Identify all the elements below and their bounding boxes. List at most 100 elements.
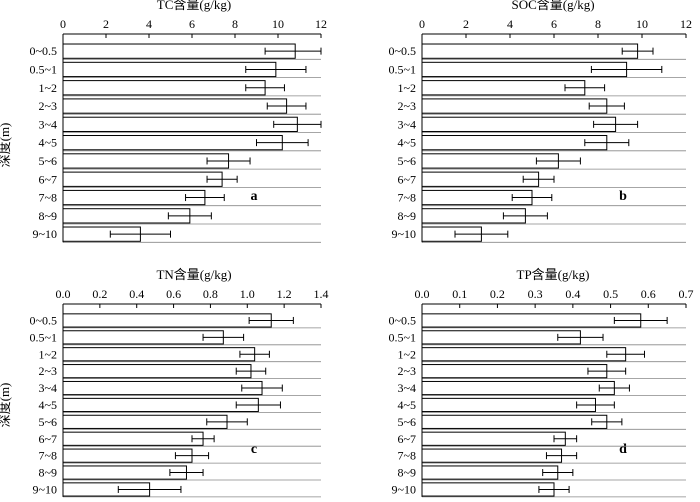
x-tick-label: 12 bbox=[315, 17, 327, 31]
x-tick-label: 2 bbox=[103, 17, 109, 31]
chart-title: TN含量(g/kg) bbox=[156, 267, 231, 282]
x-tick-label: 4 bbox=[146, 17, 152, 31]
bar bbox=[62, 116, 298, 132]
chart-panel-c: TN含量(g/kg) c 0.0 0.2 0.4 0.6 0.8 1.0 1.2 1.4 0~… bbox=[30, 267, 329, 498]
bar bbox=[421, 135, 608, 151]
chart-panel-b: SOC含量(g/kg) b 0 2 4 6 8 10 12 0~0.5 0.5~1 1~2 2~3… bbox=[389, 0, 692, 243]
x-tick-label: 0.0 bbox=[415, 287, 430, 301]
grid-lines bbox=[422, 327, 686, 498]
y-tick-label: 6~7 bbox=[398, 172, 417, 186]
bar bbox=[421, 330, 581, 345]
y-tick-label: 4~5 bbox=[39, 136, 58, 150]
x-tick-label: 6 bbox=[551, 17, 557, 31]
y-axis-categories: 0~0.5 0.5~1 1~2 2~3 3~4 4~5 5~6 6~7 7~8 8~9 9~10 bbox=[30, 44, 58, 241]
y-axis-categories: 0~0.5 0.5~1 1~2 2~3 3~4 4~5 5~6 6~7 7~8 8~9 9~10 bbox=[30, 313, 58, 496]
grid-lines bbox=[63, 327, 321, 498]
bar bbox=[62, 347, 256, 362]
x-tick-label: 0.4 bbox=[565, 287, 580, 301]
bar bbox=[421, 482, 555, 497]
panel-label: b bbox=[619, 189, 627, 204]
bar bbox=[62, 171, 223, 187]
y-tick-label: 0.5~1 bbox=[389, 62, 417, 76]
bar bbox=[62, 135, 283, 151]
y-tick-label: 8~9 bbox=[39, 209, 58, 223]
y-tick-label: 1~2 bbox=[398, 347, 417, 361]
bar bbox=[62, 313, 272, 328]
bar bbox=[421, 80, 586, 96]
y-tick-label: 4~5 bbox=[39, 398, 58, 412]
x-axis: 0 2 4 6 8 10 12 bbox=[60, 17, 327, 243]
y-axis-title-top: 深度(m) bbox=[0, 123, 12, 168]
bar bbox=[421, 380, 615, 396]
y-tick-label: 6~7 bbox=[39, 172, 58, 186]
y-tick-label: 3~4 bbox=[398, 381, 417, 395]
x-tick-label: 0.0 bbox=[56, 287, 71, 301]
y-tick-label: 2~3 bbox=[39, 364, 58, 378]
bar bbox=[62, 80, 266, 96]
x-axis: 0 2 4 6 8 10 12 bbox=[419, 17, 692, 243]
x-tick-label: 0.3 bbox=[528, 287, 543, 301]
x-tick-label: 0.7 bbox=[679, 287, 694, 301]
bar bbox=[62, 330, 224, 345]
x-tick-label: 0.1 bbox=[452, 287, 467, 301]
y-tick-label: 0~0.5 bbox=[389, 313, 417, 327]
chart-title: SOC含量(g/kg) bbox=[511, 0, 594, 12]
y-tick-label: 2~3 bbox=[398, 364, 417, 378]
x-tick-label: 2 bbox=[463, 17, 469, 31]
y-tick-label: 0.5~1 bbox=[389, 330, 417, 344]
x-tick-label: 0.2 bbox=[92, 287, 107, 301]
y-tick-label: 9~10 bbox=[392, 482, 417, 496]
bar bbox=[421, 431, 566, 446]
bar bbox=[62, 448, 193, 463]
bar bbox=[421, 414, 608, 429]
x-tick-label: 10 bbox=[636, 17, 648, 31]
y-tick-label: 5~6 bbox=[398, 154, 417, 168]
grid-lines bbox=[63, 58, 321, 243]
y-tick-label: 4~5 bbox=[398, 398, 417, 412]
bar bbox=[421, 313, 642, 328]
y-tick-label: 9~10 bbox=[33, 482, 58, 496]
bar bbox=[62, 61, 277, 78]
y-tick-label: 2~3 bbox=[39, 99, 58, 113]
y-tick-label: 8~9 bbox=[398, 466, 417, 480]
x-tick-label: 12 bbox=[680, 17, 692, 31]
y-tick-label: 1~2 bbox=[39, 347, 58, 361]
bar bbox=[421, 465, 559, 480]
y-tick-label: 1~2 bbox=[398, 81, 417, 95]
x-tick-label: 4 bbox=[507, 17, 513, 31]
y-tick-label: 6~7 bbox=[398, 432, 417, 446]
y-tick-label: 6~7 bbox=[39, 432, 58, 446]
bar bbox=[421, 98, 608, 114]
y-axis-categories: 0~0.5 0.5~1 1~2 2~3 3~4 4~5 5~6 6~7 7~8 8~9 9~10 bbox=[389, 313, 417, 496]
bar bbox=[421, 448, 563, 463]
panel-label: d bbox=[619, 442, 627, 457]
bar bbox=[421, 116, 617, 132]
bar bbox=[421, 347, 627, 362]
y-axis-title-bottom: 深度(m) bbox=[0, 383, 12, 428]
y-tick-label: 0.5~1 bbox=[30, 330, 58, 344]
bar bbox=[62, 414, 228, 429]
x-tick-label: 0 bbox=[60, 17, 66, 31]
bar bbox=[62, 380, 263, 396]
bar bbox=[62, 431, 204, 446]
x-tick-label: 6 bbox=[189, 17, 195, 31]
y-tick-label: 0~0.5 bbox=[389, 44, 417, 58]
x-tick-label: 10 bbox=[272, 17, 284, 31]
y-tick-label: 7~8 bbox=[39, 449, 58, 463]
y-tick-label: 5~6 bbox=[39, 415, 58, 429]
x-tick-label: 0.8 bbox=[203, 287, 218, 301]
x-axis: 0.0 0.1 0.2 0.3 0.4 0.5 0.6 0.7 bbox=[415, 287, 694, 497]
y-tick-label: 8~9 bbox=[39, 466, 58, 480]
panel-label: c bbox=[251, 442, 257, 457]
x-tick-label: 0.5 bbox=[603, 287, 618, 301]
x-tick-label: 8 bbox=[595, 17, 601, 31]
bar bbox=[62, 364, 252, 379]
y-axis-categories: 0~0.5 0.5~1 1~2 2~3 3~4 4~5 5~6 6~7 7~8 8~9 9~10 bbox=[389, 44, 417, 241]
y-tick-label: 7~8 bbox=[398, 449, 417, 463]
x-tick-label: 0.2 bbox=[490, 287, 505, 301]
y-tick-label: 5~6 bbox=[398, 415, 417, 429]
y-tick-label: 1~2 bbox=[39, 81, 58, 95]
y-tick-label: 7~8 bbox=[398, 191, 417, 205]
x-tick-label: 8 bbox=[232, 17, 238, 31]
